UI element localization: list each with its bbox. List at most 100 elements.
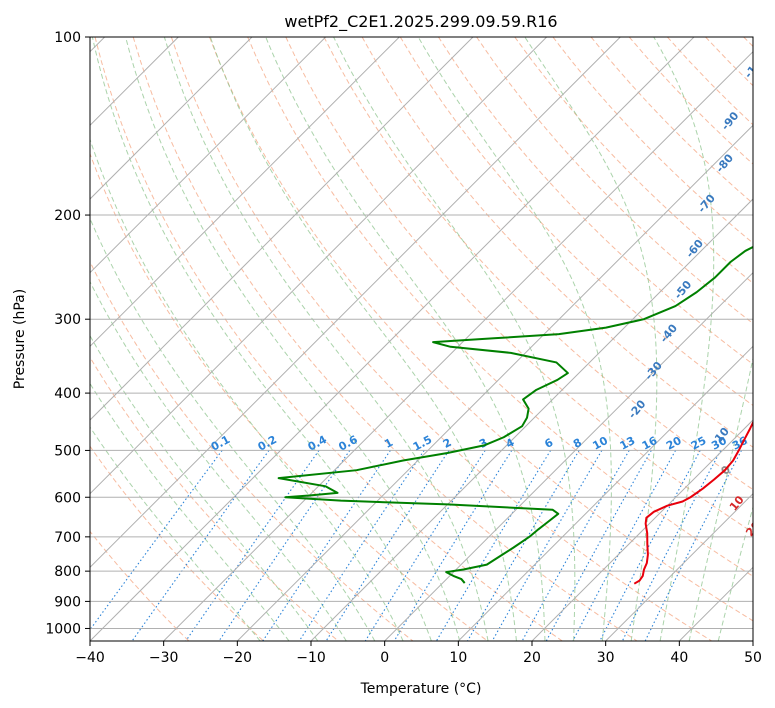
isotherm-line bbox=[90, 37, 327, 274]
x-tick-label: 40 bbox=[670, 650, 688, 666]
isotherm-line bbox=[310, 198, 753, 641]
moist-adiabat bbox=[90, 280, 347, 641]
mixing-ratio-line bbox=[262, 450, 391, 641]
moist-adiabat bbox=[90, 137, 404, 641]
isotherm-line bbox=[384, 271, 753, 641]
dry-adiabat bbox=[90, 445, 264, 641]
mixing-ratio-line bbox=[491, 450, 603, 641]
dry-adiabat bbox=[399, 37, 753, 407]
y-tick-label: 800 bbox=[54, 564, 81, 580]
dry-adiabat bbox=[743, 37, 753, 48]
isotherm-line bbox=[457, 345, 753, 641]
dry-adiabat-label: -40 bbox=[657, 321, 680, 345]
moist-adiabat bbox=[90, 334, 319, 641]
x-tick-label: −30 bbox=[149, 650, 179, 666]
moist-adiabat bbox=[90, 426, 261, 641]
x-tick-label: 0 bbox=[380, 650, 389, 666]
x-tick-label: 30 bbox=[597, 650, 615, 666]
y-tick-label: 600 bbox=[54, 490, 81, 506]
isotherm-line bbox=[90, 37, 253, 200]
moist-adiabat-label: 30 bbox=[755, 547, 775, 567]
mixing-ratio-label: 10 bbox=[590, 434, 610, 453]
dry-adiabat bbox=[476, 37, 753, 325]
mixing-ratio-label: 2 bbox=[441, 436, 454, 451]
dry-adiabat bbox=[323, 37, 753, 491]
dry-adiabat bbox=[285, 37, 753, 534]
moist-adiabat bbox=[417, 37, 612, 641]
moist-adiabat bbox=[524, 37, 658, 641]
x-tick-label: 20 bbox=[523, 650, 541, 666]
x-axis-label: Temperature (°C) bbox=[360, 681, 482, 697]
plot-frame bbox=[89, 36, 754, 642]
mixing-ratio-line bbox=[298, 450, 425, 641]
isotherm-line bbox=[531, 419, 753, 641]
x-tick-label: −10 bbox=[296, 650, 326, 666]
moist-adiabat bbox=[209, 37, 517, 641]
dry-adiabat bbox=[90, 356, 339, 641]
chart-title: wetPf2_C2E1.2025.299.09.59.R16 bbox=[284, 12, 557, 32]
dry-adiabat bbox=[438, 37, 753, 365]
mixing-ratio-line bbox=[545, 450, 652, 641]
background-labels: 0.1 0.2 0.4 0.6 1 1.5 2 3 4 6 8 10 13 16 20 25 30 36-100-… bbox=[209, 51, 775, 600]
isotherm-line bbox=[752, 640, 753, 641]
x-tick-label: 10 bbox=[449, 650, 467, 666]
moist-adiabat bbox=[125, 37, 461, 641]
isotherm-line bbox=[90, 37, 695, 641]
dry-adiabat-label: -20 bbox=[626, 397, 649, 421]
isotherm-line bbox=[90, 37, 548, 495]
x-tick-label: −40 bbox=[75, 650, 105, 666]
mixing-ratio-label: 16 bbox=[640, 434, 660, 453]
isotherm-line bbox=[90, 37, 621, 569]
mixing-ratio-line bbox=[364, 450, 486, 641]
isotherm-line bbox=[605, 492, 753, 641]
isotherm-line bbox=[236, 124, 753, 641]
profile-series bbox=[277, 245, 753, 585]
moist-adiabat bbox=[90, 382, 290, 641]
dry-adiabat bbox=[514, 37, 753, 284]
dry-adiabat bbox=[94, 37, 563, 641]
temperature-profile-line bbox=[633, 420, 753, 585]
mixing-ratio-line bbox=[435, 450, 552, 641]
dry-adiabat-label: -100 bbox=[742, 51, 770, 81]
mixing-ratio-line bbox=[572, 450, 677, 641]
moist-adiabat bbox=[653, 37, 715, 641]
y-tick-label: 200 bbox=[54, 208, 81, 224]
moist-adiabat-label: 10 bbox=[727, 493, 747, 513]
moist-adiabat bbox=[333, 37, 576, 641]
dry-adiabat bbox=[590, 37, 753, 205]
mixing-ratio-label: 25 bbox=[689, 434, 709, 453]
moist-adiabat-label: 20 bbox=[743, 519, 763, 539]
dry-adiabat bbox=[170, 37, 712, 641]
isotherm-line bbox=[90, 37, 400, 348]
dry-adiabat bbox=[90, 530, 190, 641]
y-tick-label: 500 bbox=[54, 443, 81, 459]
dry-adiabat bbox=[90, 260, 414, 641]
mixing-ratio-label: 13 bbox=[618, 434, 638, 453]
y-tick-label: 1000 bbox=[45, 621, 81, 637]
x-tick-label: −20 bbox=[223, 650, 253, 666]
dry-adiabat bbox=[705, 37, 753, 87]
moist-adiabat bbox=[717, 505, 753, 641]
y-axis-label: Pressure (hPa) bbox=[12, 289, 28, 389]
dry-adiabat bbox=[361, 37, 753, 448]
moist-adiabat-label: 40 bbox=[767, 580, 775, 600]
isotherm-line bbox=[90, 37, 474, 421]
moist-adiabat bbox=[91, 37, 432, 641]
moist-adiabat bbox=[90, 217, 376, 641]
axis-ticks: −40 −30 −20 −10 0 10 20 30 40 50 100 200 300 400 500 60… bbox=[45, 30, 762, 666]
mixing-ratio-label: 30 bbox=[709, 434, 729, 453]
mixing-ratio-label: 6 bbox=[543, 436, 556, 451]
mixing-ratio-line bbox=[521, 450, 630, 641]
mixing-ratio-line bbox=[621, 450, 722, 641]
y-tick-label: 700 bbox=[54, 530, 81, 546]
dry-adiabat bbox=[247, 37, 753, 577]
y-tick-label: 900 bbox=[54, 594, 81, 610]
dry-adiabat-label: -90 bbox=[719, 109, 742, 133]
moist-adiabat bbox=[163, 37, 489, 641]
mixing-ratio-line bbox=[599, 450, 701, 641]
dewpoint-profile-line bbox=[277, 245, 753, 584]
isotherm-line bbox=[163, 50, 753, 641]
x-tick-label: 50 bbox=[744, 650, 762, 666]
background-lines bbox=[90, 37, 753, 641]
